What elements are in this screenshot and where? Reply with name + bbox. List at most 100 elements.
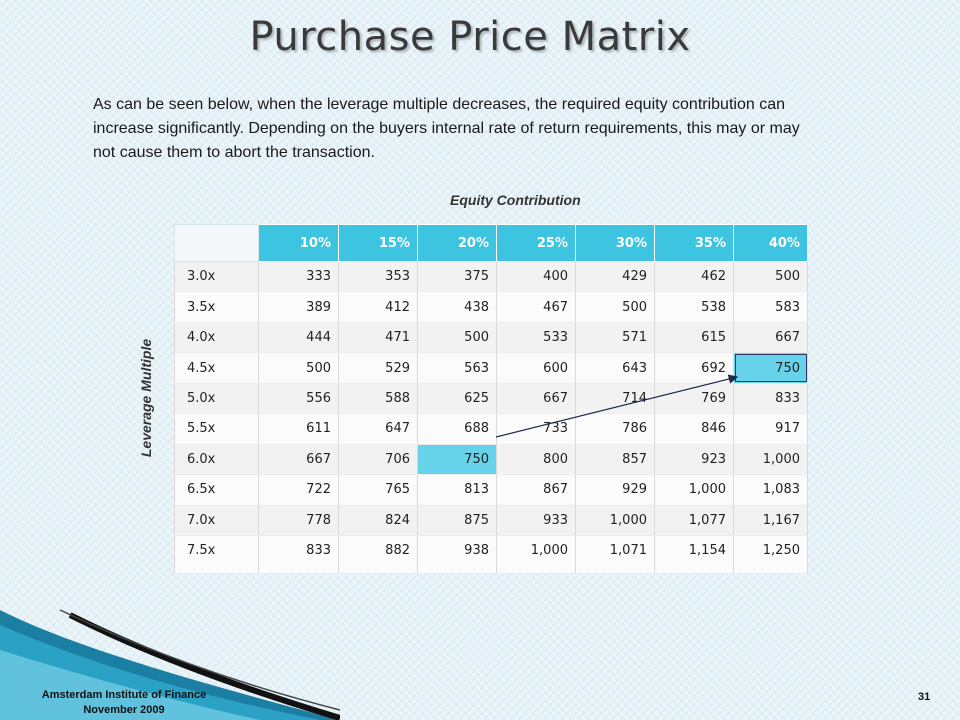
table-cell: 375 (417, 260, 497, 293)
table-cell: 800 (496, 443, 576, 476)
table-cell: 765 (338, 474, 418, 506)
table-cell: 588 (338, 382, 418, 415)
table-cell: 917 (733, 413, 808, 445)
table-cell: 778 (258, 504, 339, 537)
table-cell: 529 (338, 352, 418, 384)
column-header: 35% (654, 224, 734, 262)
table-cell: 412 (338, 291, 418, 323)
table-cell: 667 (258, 443, 339, 476)
table-row: 6.0x 667 706 750 800 857 923 1,000 (174, 443, 808, 476)
table-cell: 1,000 (575, 504, 655, 537)
table-cell: 353 (338, 260, 418, 293)
row-header: 7.0x (174, 504, 259, 537)
table-row: 7.0x 778 824 875 933 1,000 1,077 1,167 (174, 504, 808, 537)
table-cell: 571 (575, 321, 655, 354)
table-cell: 867 (496, 474, 576, 506)
table-cell: 643 (575, 352, 655, 384)
table-cell: 538 (654, 291, 734, 323)
table-cell: 400 (496, 260, 576, 293)
column-header: 40% (733, 224, 808, 262)
table-cell: 583 (733, 291, 808, 323)
table-cell: 611 (258, 413, 339, 445)
table-cell: 722 (258, 474, 339, 506)
column-header: 20% (417, 224, 497, 262)
table-cell: 692 (654, 352, 734, 384)
table-cell: 600 (496, 352, 576, 384)
column-header: 25% (496, 224, 576, 262)
table-cell: 846 (654, 413, 734, 445)
leverage-multiple-axis-label: Leverage Multiple (138, 338, 154, 458)
table-cell: 1,083 (733, 474, 808, 506)
table-cell: 471 (338, 321, 418, 354)
table-cell: 1,167 (733, 504, 808, 537)
table-cell: 857 (575, 443, 655, 476)
table-cell: 875 (417, 504, 497, 537)
table-cell: 1,000 (654, 474, 734, 506)
table-cell: 929 (575, 474, 655, 506)
row-header: 4.5x (174, 352, 259, 384)
slide-title: Purchase Price Matrix (249, 14, 691, 60)
table-cell: 467 (496, 291, 576, 323)
table-cell: 688 (417, 413, 497, 445)
table-cell: 1,000 (733, 443, 808, 476)
table-row: 5.0x 556 588 625 667 714 769 833 (174, 382, 808, 415)
table-cell: 462 (654, 260, 734, 293)
table-row: 4.0x 444 471 500 533 571 615 667 (174, 321, 808, 354)
table-row: 3.5x 389 412 438 467 500 538 583 (174, 291, 808, 323)
table-cell: 933 (496, 504, 576, 537)
row-header: 6.0x (174, 443, 259, 476)
table-row: 4.5x 500 529 563 600 643 692 750 (174, 352, 808, 384)
table-cell: 938 (417, 535, 497, 574)
table-cell: 706 (338, 443, 418, 476)
table-cell: 833 (733, 382, 808, 415)
equity-contribution-axis-label: Equity Contribution (450, 192, 581, 208)
row-header: 3.0x (174, 260, 259, 293)
table-cell: 444 (258, 321, 339, 354)
table-row: 5.5x 611 647 688 733 786 846 917 (174, 413, 808, 445)
table-cell: 389 (258, 291, 339, 323)
footer-organization: Amsterdam Institute of Finance November … (16, 688, 232, 718)
table-cell: 1,071 (575, 535, 655, 574)
highlighted-cell-6-0x-20pct: 750 (417, 443, 497, 476)
table-cell: 429 (575, 260, 655, 293)
table-cell: 500 (575, 291, 655, 323)
table-cell: 1,000 (496, 535, 576, 574)
column-header: 30% (575, 224, 655, 262)
table-cell: 824 (338, 504, 418, 537)
table-cell: 667 (733, 321, 808, 354)
table-cell: 833 (258, 535, 339, 574)
table-cell: 786 (575, 413, 655, 445)
table-cell: 500 (417, 321, 497, 354)
table-cell: 667 (496, 382, 576, 415)
table-cell: 714 (575, 382, 655, 415)
table-row: 3.0x 333 353 375 400 429 462 500 (174, 260, 808, 293)
row-header: 4.0x (174, 321, 259, 354)
table-cell: 438 (417, 291, 497, 323)
corner-decoration (0, 609, 340, 720)
table-row: 7.5x 833 882 938 1,000 1,071 1,154 1,250 (174, 535, 808, 574)
table-cell: 556 (258, 382, 339, 415)
table-cell: 333 (258, 260, 339, 293)
column-header: 15% (338, 224, 418, 262)
table-cell: 769 (654, 382, 734, 415)
intro-paragraph: As can be seen below, when the leverage … (93, 96, 800, 161)
table-cell: 923 (654, 443, 734, 476)
table-cell: 647 (338, 413, 418, 445)
table-cell: 500 (258, 352, 339, 384)
table-cell: 1,154 (654, 535, 734, 574)
table-cell: 1,250 (733, 535, 808, 574)
highlighted-cell-4-5x-40pct: 750 (733, 352, 808, 384)
table-cell: 882 (338, 535, 418, 574)
footer-org-name: Amsterdam Institute of Finance (41, 689, 207, 701)
table-cell: 500 (733, 260, 808, 293)
table-cell: 813 (417, 474, 497, 506)
table-cell: 733 (496, 413, 576, 445)
purchase-price-matrix-table: 10% 15% 20% 25% 30% 35% 40% 3.0x 333 353… (174, 224, 808, 574)
table-row: 6.5x 722 765 813 867 929 1,000 1,083 (174, 474, 808, 506)
table-cell: 563 (417, 352, 497, 384)
column-header: 10% (258, 224, 339, 262)
row-header: 7.5x (174, 535, 259, 574)
footer-date: November 2009 (83, 704, 165, 716)
page-number: 31 (918, 691, 931, 703)
row-header: 3.5x (174, 291, 259, 323)
